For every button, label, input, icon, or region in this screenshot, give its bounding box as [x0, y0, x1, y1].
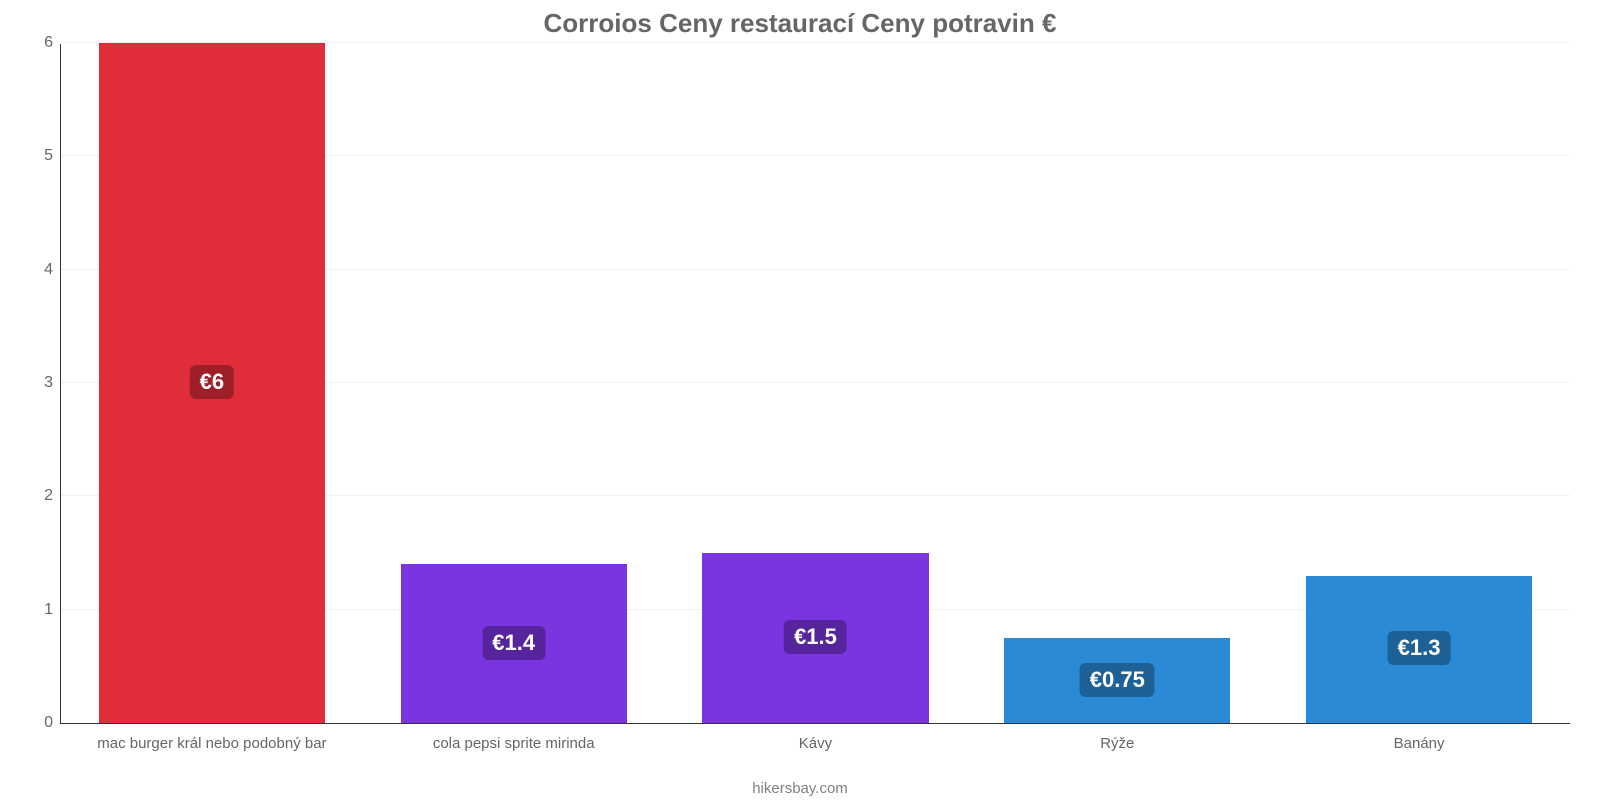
bar-slot: €1.5Kávy [665, 44, 967, 723]
plot-area: €6mac burger král nebo podobný bar€1.4co… [60, 44, 1570, 724]
bar-value-badge: €1.4 [482, 626, 545, 660]
bar: €1.5 [702, 553, 928, 723]
chart-footer: hikersbay.com [0, 780, 1600, 797]
bar: €1.3 [1306, 576, 1532, 723]
y-tick-label: 4 [44, 261, 53, 279]
bars-row: €6mac burger král nebo podobný bar€1.4co… [61, 44, 1570, 723]
bar-slot: €1.4cola pepsi sprite mirinda [363, 44, 665, 723]
bar-value-badge: €1.5 [784, 620, 847, 654]
bar-slot: €0.75Rýže [966, 44, 1268, 723]
bar-value-badge: €1.3 [1388, 631, 1451, 665]
x-tick-label: Rýže [1100, 735, 1134, 752]
x-tick-label: cola pepsi sprite mirinda [433, 735, 595, 752]
chart-title: Corroios Ceny restaurací Ceny potravin € [0, 0, 1600, 39]
y-tick-label: 6 [44, 34, 53, 52]
x-tick-label: mac burger král nebo podobný bar [97, 735, 326, 752]
y-tick-label: 2 [44, 487, 53, 505]
bar-slot: €1.3Banány [1268, 44, 1570, 723]
x-tick-label: Banány [1394, 735, 1445, 752]
y-tick-label: 1 [44, 601, 53, 619]
bar: €0.75 [1004, 638, 1230, 723]
bar: €1.4 [401, 564, 627, 723]
bar-slot: €6mac burger král nebo podobný bar [61, 44, 363, 723]
y-tick-label: 0 [44, 714, 53, 732]
bar-value-badge: €6 [190, 365, 234, 399]
y-tick-label: 3 [44, 374, 53, 392]
bar-value-badge: €0.75 [1080, 663, 1155, 697]
price-bar-chart: Corroios Ceny restaurací Ceny potravin €… [0, 0, 1600, 800]
y-tick-label: 5 [44, 147, 53, 165]
bar: €6 [99, 43, 325, 723]
x-tick-label: Kávy [799, 735, 832, 752]
